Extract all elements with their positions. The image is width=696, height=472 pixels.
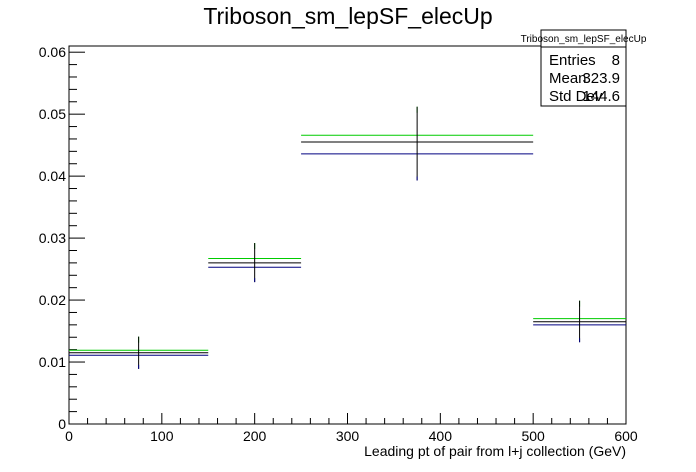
stats-value: 144.6 — [582, 88, 620, 105]
x-tick-label: 100 — [150, 428, 174, 444]
stats-box-title: Triboson_sm_lepSF_elecUp — [521, 34, 647, 45]
y-tick-label: 0 — [58, 416, 66, 432]
x-tick-label: 300 — [336, 428, 360, 444]
y-tick-label: 0.06 — [39, 44, 66, 60]
stats-value: 323.9 — [582, 70, 620, 87]
x-tick-label: 0 — [65, 428, 73, 444]
stats-label: Std Dev — [549, 88, 603, 105]
y-tick-label: 0.05 — [39, 106, 66, 122]
stats-box: Triboson_sm_lepSF_elecUp Entries 8 Mean323.… — [521, 29, 647, 107]
x-tick-label: 600 — [614, 428, 638, 444]
y-tick-label: 0.02 — [39, 292, 66, 308]
stats-label: Entries — [549, 52, 596, 69]
histogram-bins — [69, 106, 626, 369]
x-tick-label: 500 — [521, 428, 545, 444]
stats-label: Mean — [549, 70, 587, 87]
x-tick-label: 200 — [243, 428, 267, 444]
stats-box-border — [540, 29, 627, 107]
x-tick-label: 400 — [429, 428, 453, 444]
x-axis-title: Leading pt of pair from l+j collection (… — [364, 443, 626, 459]
y-tick-label: 0.03 — [39, 230, 66, 246]
y-axis: 0 0.01 0.02 0.03 0.04 0.05 0.06 — [39, 44, 85, 432]
y-tick-label: 0.04 — [39, 168, 66, 184]
chart-title: Triboson_sm_lepSF_elecUp — [203, 3, 492, 29]
y-tick-label: 0.01 — [39, 354, 66, 370]
stats-value: 8 — [612, 52, 620, 69]
x-axis: 0 100 200 300 400 500 600 — [65, 413, 638, 444]
